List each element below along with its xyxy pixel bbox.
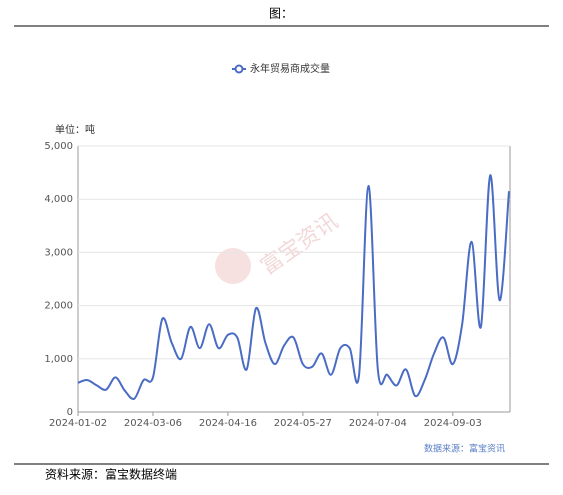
series-line [77, 174, 510, 400]
x-tick-label: 2024-09-03 [424, 418, 482, 429]
x-tick-label: 2024-05-27 [274, 418, 332, 429]
x-tick-label: 2024-01-02 [49, 418, 107, 429]
watermark-logo [215, 248, 251, 284]
footer-text: 资料来源：富宝数据终端 [45, 467, 177, 482]
legend-marker [234, 64, 244, 74]
legend-label: 永年贸易商成交量 [250, 62, 330, 75]
y-tick-label: 5,000 [44, 141, 73, 152]
x-tick-label: 2024-03-06 [124, 418, 182, 429]
x-tick-label: 2024-07-04 [349, 418, 407, 429]
y-tick-label: 1,000 [44, 354, 73, 365]
watermark: 富宝资讯 [215, 209, 343, 284]
x-tick-label: 2024-04-16 [199, 418, 257, 429]
y-tick-label: 4,000 [44, 194, 73, 205]
y-tick-label: 2,000 [44, 301, 73, 312]
page-title: 图： [269, 7, 293, 21]
source-label: 数据来源：富宝资讯 [424, 443, 505, 455]
unit-label: 单位：吨 [55, 123, 95, 136]
watermark-text: 富宝资讯 [256, 209, 342, 280]
y-tick-label: 3,000 [44, 247, 73, 258]
y-tick-label: 0 [67, 407, 73, 418]
